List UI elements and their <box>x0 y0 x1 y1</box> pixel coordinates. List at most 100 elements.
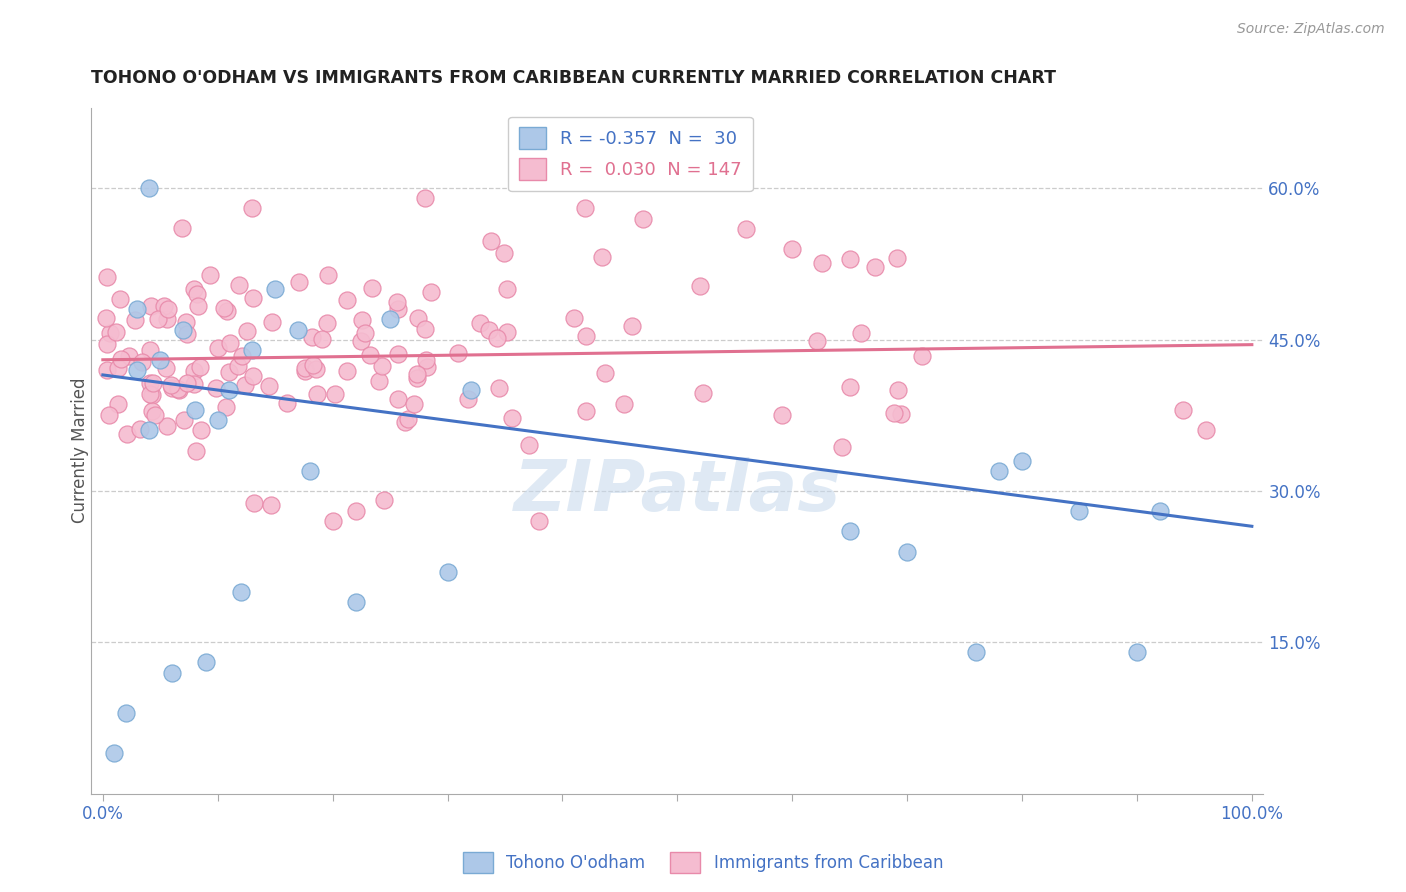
Point <box>226 359 249 373</box>
Point <box>156 418 179 433</box>
Point <box>96 337 118 351</box>
Point <box>172 322 194 336</box>
Point <box>149 352 172 367</box>
Point <box>896 544 918 558</box>
Point <box>496 283 519 297</box>
Point <box>190 423 212 437</box>
Point <box>1149 504 1171 518</box>
Point <box>494 246 516 260</box>
Point <box>186 444 208 458</box>
Point <box>264 282 287 296</box>
Point <box>131 355 153 369</box>
Point <box>315 317 337 331</box>
Point <box>631 211 654 226</box>
Point <box>415 353 437 368</box>
Point <box>689 278 711 293</box>
Point <box>851 326 873 341</box>
Point <box>231 349 253 363</box>
Point <box>242 368 264 383</box>
Point <box>174 315 197 329</box>
Point <box>479 234 502 248</box>
Point <box>156 312 179 326</box>
Point <box>204 382 226 396</box>
Point <box>406 310 429 325</box>
Point <box>176 376 198 391</box>
Point <box>517 438 540 452</box>
Legend: Tohono O'odham, Immigrants from Caribbean: Tohono O'odham, Immigrants from Caribbea… <box>456 846 950 880</box>
Point <box>1171 403 1194 417</box>
Point <box>838 524 860 539</box>
Point <box>114 706 136 720</box>
Point <box>501 411 523 425</box>
Point <box>183 377 205 392</box>
Point <box>396 412 419 426</box>
Point <box>215 303 238 318</box>
Point <box>115 427 138 442</box>
Point <box>103 747 125 761</box>
Point <box>184 403 207 417</box>
Point <box>890 407 912 421</box>
Point <box>287 322 309 336</box>
Point <box>218 365 240 379</box>
Point <box>124 313 146 327</box>
Point <box>413 191 436 205</box>
Point <box>159 377 181 392</box>
Point <box>97 408 120 422</box>
Point <box>139 299 162 313</box>
Point <box>298 464 321 478</box>
Point <box>470 316 492 330</box>
Point <box>360 281 382 295</box>
Point <box>160 381 183 395</box>
Point <box>988 464 1011 478</box>
Point <box>155 361 177 376</box>
Point <box>212 301 235 316</box>
Point <box>301 330 323 344</box>
Point <box>402 397 425 411</box>
Point <box>139 387 162 401</box>
Point <box>457 392 479 406</box>
Point <box>385 294 408 309</box>
Point <box>195 656 218 670</box>
Point <box>367 374 389 388</box>
Point <box>574 202 596 216</box>
Point <box>170 220 193 235</box>
Point <box>242 291 264 305</box>
Point <box>336 364 359 378</box>
Point <box>575 328 598 343</box>
Point <box>127 363 149 377</box>
Point <box>378 312 401 326</box>
Point <box>188 359 211 374</box>
Point <box>160 665 183 680</box>
Point <box>838 252 860 266</box>
Point <box>173 413 195 427</box>
Point <box>1195 424 1218 438</box>
Point <box>394 415 416 429</box>
Point <box>105 326 128 340</box>
Text: TOHONO O'ODHAM VS IMMIGRANTS FROM CARIBBEAN CURRENTLY MARRIED CORRELATION CHART: TOHONO O'ODHAM VS IMMIGRANTS FROM CARIBB… <box>91 69 1056 87</box>
Point <box>883 406 905 420</box>
Point <box>780 242 803 256</box>
Point <box>886 251 908 265</box>
Point <box>138 376 160 391</box>
Point <box>415 322 437 336</box>
Point <box>770 408 793 422</box>
Point <box>838 379 860 393</box>
Point <box>486 331 509 345</box>
Point <box>287 276 309 290</box>
Point <box>336 293 359 308</box>
Point <box>148 312 170 326</box>
Point <box>692 386 714 401</box>
Point <box>810 256 832 270</box>
Point <box>236 324 259 338</box>
Point <box>98 326 121 341</box>
Point <box>207 413 229 427</box>
Point <box>322 514 344 528</box>
Point <box>219 336 242 351</box>
Point <box>301 358 323 372</box>
Point <box>198 268 221 283</box>
Point <box>183 282 205 296</box>
Point <box>294 364 316 378</box>
Point <box>354 326 377 341</box>
Point <box>183 364 205 378</box>
Point <box>350 334 373 348</box>
